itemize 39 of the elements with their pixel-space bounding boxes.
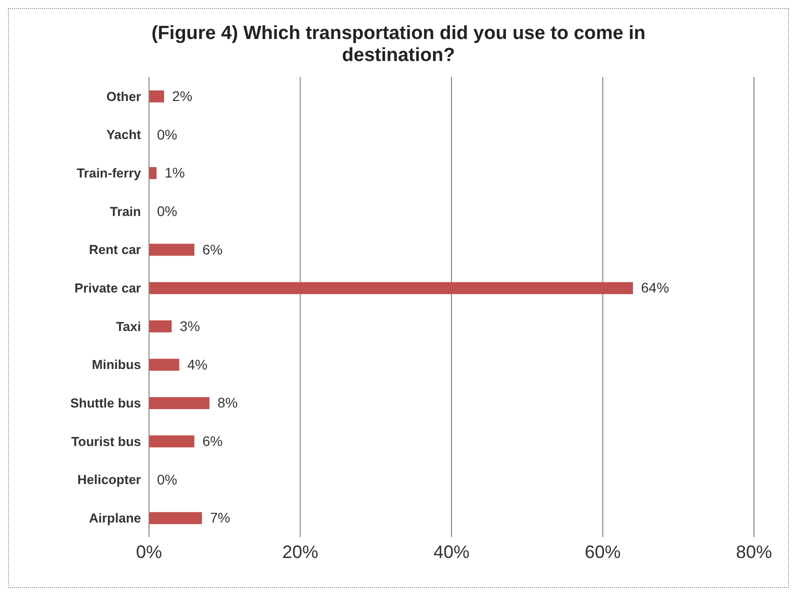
y-tick-label: Tourist bus xyxy=(71,434,141,449)
x-tick-label: 0% xyxy=(136,542,162,562)
x-tick-label: 80% xyxy=(736,542,772,562)
y-tick-label: Helicopter xyxy=(77,472,141,488)
x-tick-label: 60% xyxy=(584,542,621,562)
x-tick-label: 20% xyxy=(282,542,318,562)
y-tick-label: Yacht xyxy=(106,127,142,142)
y-tick-label: Train xyxy=(110,204,142,219)
data-label: 1% xyxy=(164,164,185,181)
bar xyxy=(149,282,633,294)
data-label: 0% xyxy=(157,203,178,220)
y-tick-label: Train-ferry xyxy=(76,165,142,180)
bar xyxy=(149,435,194,448)
y-tick-label: Private car xyxy=(74,280,141,296)
y-tick-label: Shuttle bus xyxy=(70,395,141,410)
bar xyxy=(149,358,180,371)
data-label: 0% xyxy=(157,471,178,488)
y-tick-label: Rent car xyxy=(88,242,141,258)
data-label: 7% xyxy=(210,510,230,526)
y-tick-label: Minibus xyxy=(92,357,141,372)
bar xyxy=(149,320,172,332)
data-label: 4% xyxy=(187,356,208,372)
x-tick-label: 40% xyxy=(433,542,470,562)
data-label: 0% xyxy=(157,126,178,142)
y-tick-label: Airplane xyxy=(88,510,141,526)
bar xyxy=(149,244,194,256)
data-label: 64% xyxy=(641,280,670,296)
bar xyxy=(149,167,157,180)
y-tick-label: Taxi xyxy=(116,318,141,334)
chart-title: (Figure 4) Which transportation did you use to come in destination? xyxy=(150,22,647,67)
data-label: 3% xyxy=(180,318,200,334)
data-label: 8% xyxy=(218,394,238,411)
data-label: 6% xyxy=(202,433,223,450)
data-label: 6% xyxy=(202,241,223,258)
data-label: 2% xyxy=(172,88,192,104)
bar xyxy=(149,397,210,410)
y-tick-label: Other xyxy=(106,88,141,104)
bar xyxy=(149,512,202,524)
bar xyxy=(149,90,164,102)
